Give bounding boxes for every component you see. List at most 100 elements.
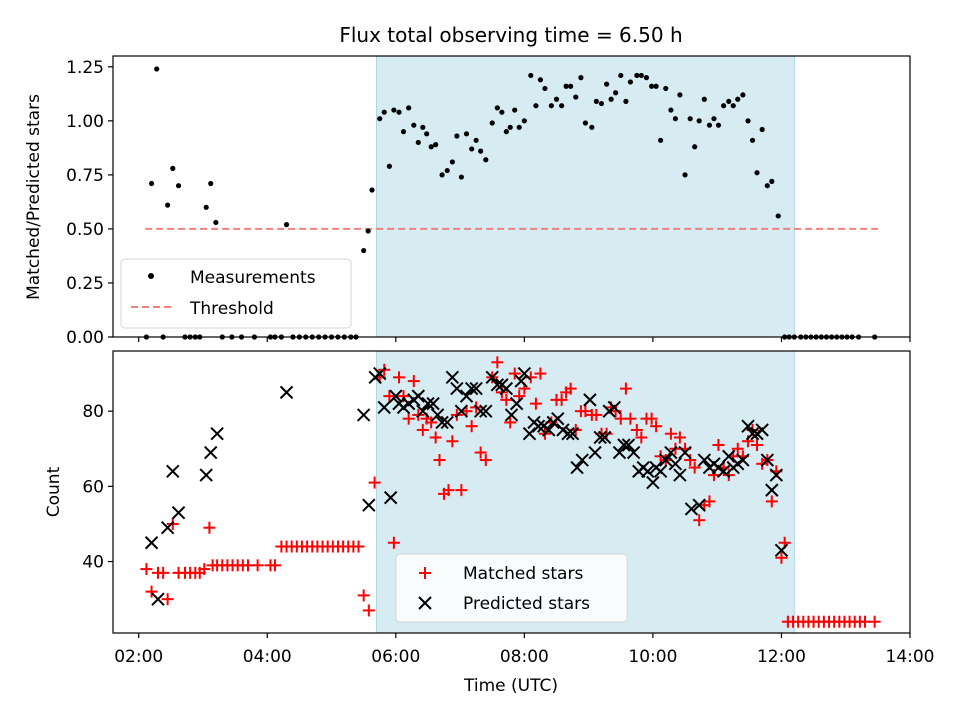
y-tick-label: 1.25 <box>66 58 104 78</box>
measurement-point <box>613 90 619 96</box>
measurement-point <box>672 116 678 122</box>
predicted-star-point <box>621 438 636 452</box>
measurement-point <box>769 178 775 184</box>
predicted-star-point <box>509 396 524 411</box>
legend-matched-marker <box>419 567 431 579</box>
measurement-point <box>528 72 534 79</box>
measurement-point <box>598 100 605 107</box>
predicted-star-point <box>479 404 493 418</box>
measurement-point <box>454 133 460 139</box>
matched-star-point <box>712 439 725 451</box>
matched-star-point <box>442 484 455 497</box>
matched-star-point <box>157 566 170 579</box>
predicted-star-point <box>607 400 622 415</box>
matched-star-point <box>352 540 365 553</box>
bottom-y-axis-label: Count <box>44 466 64 517</box>
y-tick-label: 0.50 <box>66 220 104 240</box>
measurement-point <box>411 122 417 128</box>
measurement-point <box>415 139 421 146</box>
x-tick-label: 10:00 <box>628 647 677 667</box>
measurement-point <box>608 96 614 102</box>
y-tick-label: 0.00 <box>66 328 104 348</box>
y-tick-label: 1.00 <box>66 112 104 132</box>
matched-star-point <box>161 593 174 606</box>
matched-star-point <box>630 423 643 436</box>
measurement-point <box>711 116 717 122</box>
matched-star-point <box>688 461 701 474</box>
measurement-point <box>764 183 770 189</box>
count-panel: 40 60 80 02:00 04:00 06:00 08:00 10:00 12:00 14:… <box>44 350 935 696</box>
matched-star-point <box>645 412 658 425</box>
measurement-point <box>649 83 655 89</box>
matched-star-point <box>508 367 521 380</box>
legend-matched-label: Matched stars <box>463 564 583 584</box>
measurement-point <box>361 247 367 254</box>
measurement-point <box>473 137 479 143</box>
predicted-star-point <box>454 404 469 418</box>
predicted-star-point <box>445 370 460 385</box>
measurement-point <box>573 94 579 100</box>
predicted-star-point <box>435 415 449 430</box>
predicted-star-point <box>641 464 655 479</box>
measurement-point <box>638 72 644 79</box>
measurement-point <box>548 103 554 109</box>
predicted-star-point <box>377 400 391 415</box>
matched-star-point <box>416 423 429 436</box>
predicted-star-point <box>517 366 532 381</box>
x-tick-label: 12:00 <box>757 647 806 667</box>
observing-time-span <box>376 55 795 338</box>
matched-star-point <box>590 408 603 421</box>
predicted-star-point <box>469 381 483 396</box>
matched-star-point <box>357 589 370 602</box>
x-axis-label: Time (UTC) <box>463 676 558 696</box>
predicted-star-point <box>459 389 474 403</box>
measurement-point <box>715 122 722 128</box>
matched-star-point <box>446 435 459 448</box>
predicted-star-point <box>617 438 631 452</box>
predicted-star-point <box>426 396 440 411</box>
predicted-star-point <box>684 502 699 516</box>
measurement-point <box>499 109 505 115</box>
measurement-point <box>208 180 214 187</box>
x-tick-label: 04:00 <box>243 647 292 667</box>
predicted-star-point <box>485 370 499 385</box>
matched-star-point <box>529 397 542 410</box>
predicted-star-point <box>430 408 445 422</box>
predicted-star-point <box>626 445 641 460</box>
measurement-point <box>165 202 171 208</box>
matched-star-point <box>693 514 706 527</box>
matched-star-point <box>868 615 881 628</box>
matched-star-point <box>407 375 420 388</box>
predicted-star-point <box>383 490 398 505</box>
measurement-point <box>175 183 182 189</box>
predicted-star-point <box>659 453 673 467</box>
legend-measurements-marker <box>148 273 154 279</box>
measurement-point <box>754 170 760 176</box>
matched-star-point <box>368 476 381 489</box>
legend-predicted-label: Predicted stars <box>463 594 590 614</box>
matched-star-point <box>624 412 637 425</box>
measurement-point <box>668 107 674 113</box>
matched-star-point <box>268 559 281 572</box>
predicted-star-point <box>411 389 426 403</box>
measurement-point <box>507 124 513 130</box>
measurement-point <box>369 187 375 193</box>
measurement-point <box>726 98 732 104</box>
measurement-point <box>740 92 746 98</box>
measurement-point <box>396 109 402 115</box>
measurement-point <box>154 66 160 72</box>
measurement-point <box>444 167 450 174</box>
predicted-star-point <box>741 419 755 433</box>
predicted-star-point <box>678 445 692 460</box>
measurement-point <box>449 159 455 165</box>
matched-star-point <box>664 427 677 440</box>
predicted-star-point <box>736 453 750 467</box>
x-tick-label: 02:00 <box>114 647 163 667</box>
matched-star-point <box>731 442 744 455</box>
predicted-star-point <box>171 505 186 520</box>
measurement-point <box>563 83 569 89</box>
matched-star-point <box>402 412 415 425</box>
matched-star-point <box>479 454 492 467</box>
predicted-star-point <box>692 498 706 512</box>
predicted-star-point <box>421 396 435 411</box>
